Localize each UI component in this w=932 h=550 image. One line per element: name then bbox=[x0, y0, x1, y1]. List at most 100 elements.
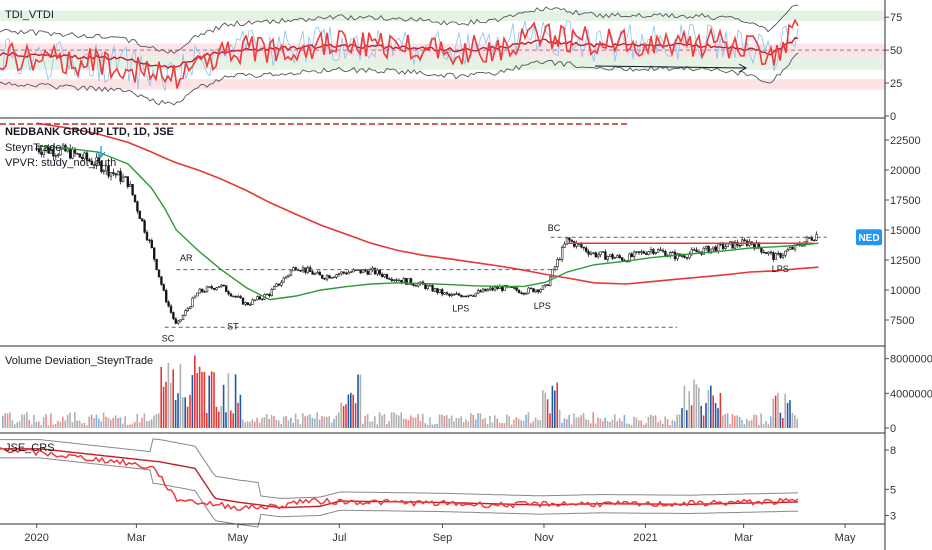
volume-bar bbox=[462, 422, 465, 428]
candle-body bbox=[791, 246, 794, 250]
volume-bar bbox=[354, 403, 357, 428]
tdi-band bbox=[0, 56, 885, 70]
volume-bar bbox=[455, 418, 458, 428]
candle-body bbox=[620, 257, 624, 261]
candle-body bbox=[731, 241, 734, 249]
candle-body bbox=[476, 290, 480, 294]
volume-bar bbox=[647, 417, 650, 428]
volume-bar bbox=[45, 414, 47, 428]
candle-body bbox=[83, 152, 86, 160]
candle-body bbox=[584, 247, 588, 252]
crs-ytick-label: 8 bbox=[890, 445, 896, 457]
volume-bar bbox=[599, 418, 602, 428]
volume-bar bbox=[86, 425, 88, 428]
volume-bar bbox=[772, 398, 774, 428]
volume-bar bbox=[549, 413, 551, 428]
volume-bar bbox=[597, 417, 599, 428]
candle-body bbox=[241, 297, 245, 305]
volume-bar bbox=[326, 416, 328, 428]
volume-bar bbox=[674, 421, 676, 428]
candle-body bbox=[284, 276, 288, 279]
tdi-ytick-label: 0 bbox=[890, 111, 896, 123]
candle-body bbox=[184, 310, 187, 316]
volume-bar bbox=[11, 420, 14, 428]
candle-body bbox=[524, 292, 528, 295]
candle-body bbox=[565, 237, 569, 245]
candle-body bbox=[140, 218, 144, 222]
candle-body bbox=[637, 251, 641, 253]
volume-bar bbox=[362, 423, 364, 428]
volume-bar bbox=[609, 421, 611, 428]
candle-body bbox=[109, 172, 113, 177]
crs-pane-title: JSE_CRS bbox=[5, 442, 55, 454]
volume-bar bbox=[112, 417, 114, 428]
volume-bar bbox=[153, 415, 155, 428]
candle-body bbox=[224, 285, 228, 292]
candle-body bbox=[438, 289, 441, 294]
volume-bar bbox=[366, 413, 369, 428]
candle-body bbox=[683, 255, 686, 258]
volume-bar bbox=[261, 418, 263, 428]
volume-bar bbox=[642, 425, 645, 428]
candle-body bbox=[426, 285, 429, 289]
ned-price-tag[interactable] bbox=[856, 229, 882, 246]
volume-bar bbox=[551, 385, 554, 428]
candle-body bbox=[431, 285, 434, 292]
volume-bar bbox=[124, 416, 126, 428]
volume-bar bbox=[626, 423, 628, 428]
candle-body bbox=[395, 279, 398, 281]
volume-bar bbox=[47, 425, 50, 428]
candle-body bbox=[702, 247, 705, 255]
volume-bar bbox=[371, 421, 374, 428]
price-ytick-label: 15000 bbox=[890, 225, 921, 237]
volume-bar bbox=[105, 416, 107, 428]
candle-body bbox=[659, 249, 662, 251]
volume-bar bbox=[710, 385, 712, 428]
volume-bar bbox=[563, 418, 566, 428]
volume-bar bbox=[510, 424, 513, 428]
candle-body bbox=[613, 256, 617, 259]
volume-bar bbox=[266, 414, 268, 428]
volume-bar bbox=[450, 415, 453, 428]
tdi-fast-line bbox=[0, 20, 799, 91]
annotation-lps: LPS bbox=[452, 304, 469, 314]
volume-bar bbox=[539, 420, 542, 428]
volume-bar bbox=[282, 416, 285, 428]
candle-body bbox=[462, 295, 465, 298]
volume-bar bbox=[573, 413, 575, 428]
volume-bar bbox=[38, 421, 40, 428]
crs-ytick-label: 3 bbox=[890, 510, 896, 522]
candle-body bbox=[112, 172, 115, 174]
volume-bar bbox=[698, 387, 700, 428]
candle-body bbox=[143, 220, 146, 233]
candle-body bbox=[680, 255, 684, 257]
volume-bar bbox=[30, 424, 33, 428]
price-ytick-label: 20000 bbox=[890, 165, 921, 177]
candle-body bbox=[340, 271, 343, 275]
volume-bar bbox=[165, 381, 167, 428]
candle-body bbox=[282, 277, 285, 283]
volume-bar bbox=[606, 420, 609, 428]
candle-body bbox=[167, 301, 170, 307]
volume-bar bbox=[693, 379, 695, 428]
candle-body bbox=[59, 148, 62, 156]
volume-bar bbox=[220, 406, 222, 428]
volume-bar bbox=[107, 417, 110, 428]
candle-body bbox=[227, 291, 230, 295]
volume-bar bbox=[318, 419, 321, 428]
volume-bar bbox=[431, 424, 434, 428]
volume-pane: 8000000 4000000 0 Volume Deviation_SteynTra… bbox=[2, 354, 932, 435]
volume-bar bbox=[342, 406, 345, 428]
candle-body bbox=[119, 171, 122, 182]
candle-body bbox=[428, 285, 432, 287]
candle-body bbox=[604, 251, 607, 260]
volume-bar bbox=[518, 418, 520, 428]
candle-body bbox=[774, 253, 777, 260]
candle-body bbox=[388, 278, 391, 280]
volume-bar bbox=[681, 407, 683, 428]
candle-body bbox=[587, 251, 590, 255]
volume-bar bbox=[729, 424, 731, 428]
volume-bar bbox=[568, 414, 570, 428]
volume-bar bbox=[246, 421, 249, 428]
volume-bar bbox=[758, 424, 760, 428]
